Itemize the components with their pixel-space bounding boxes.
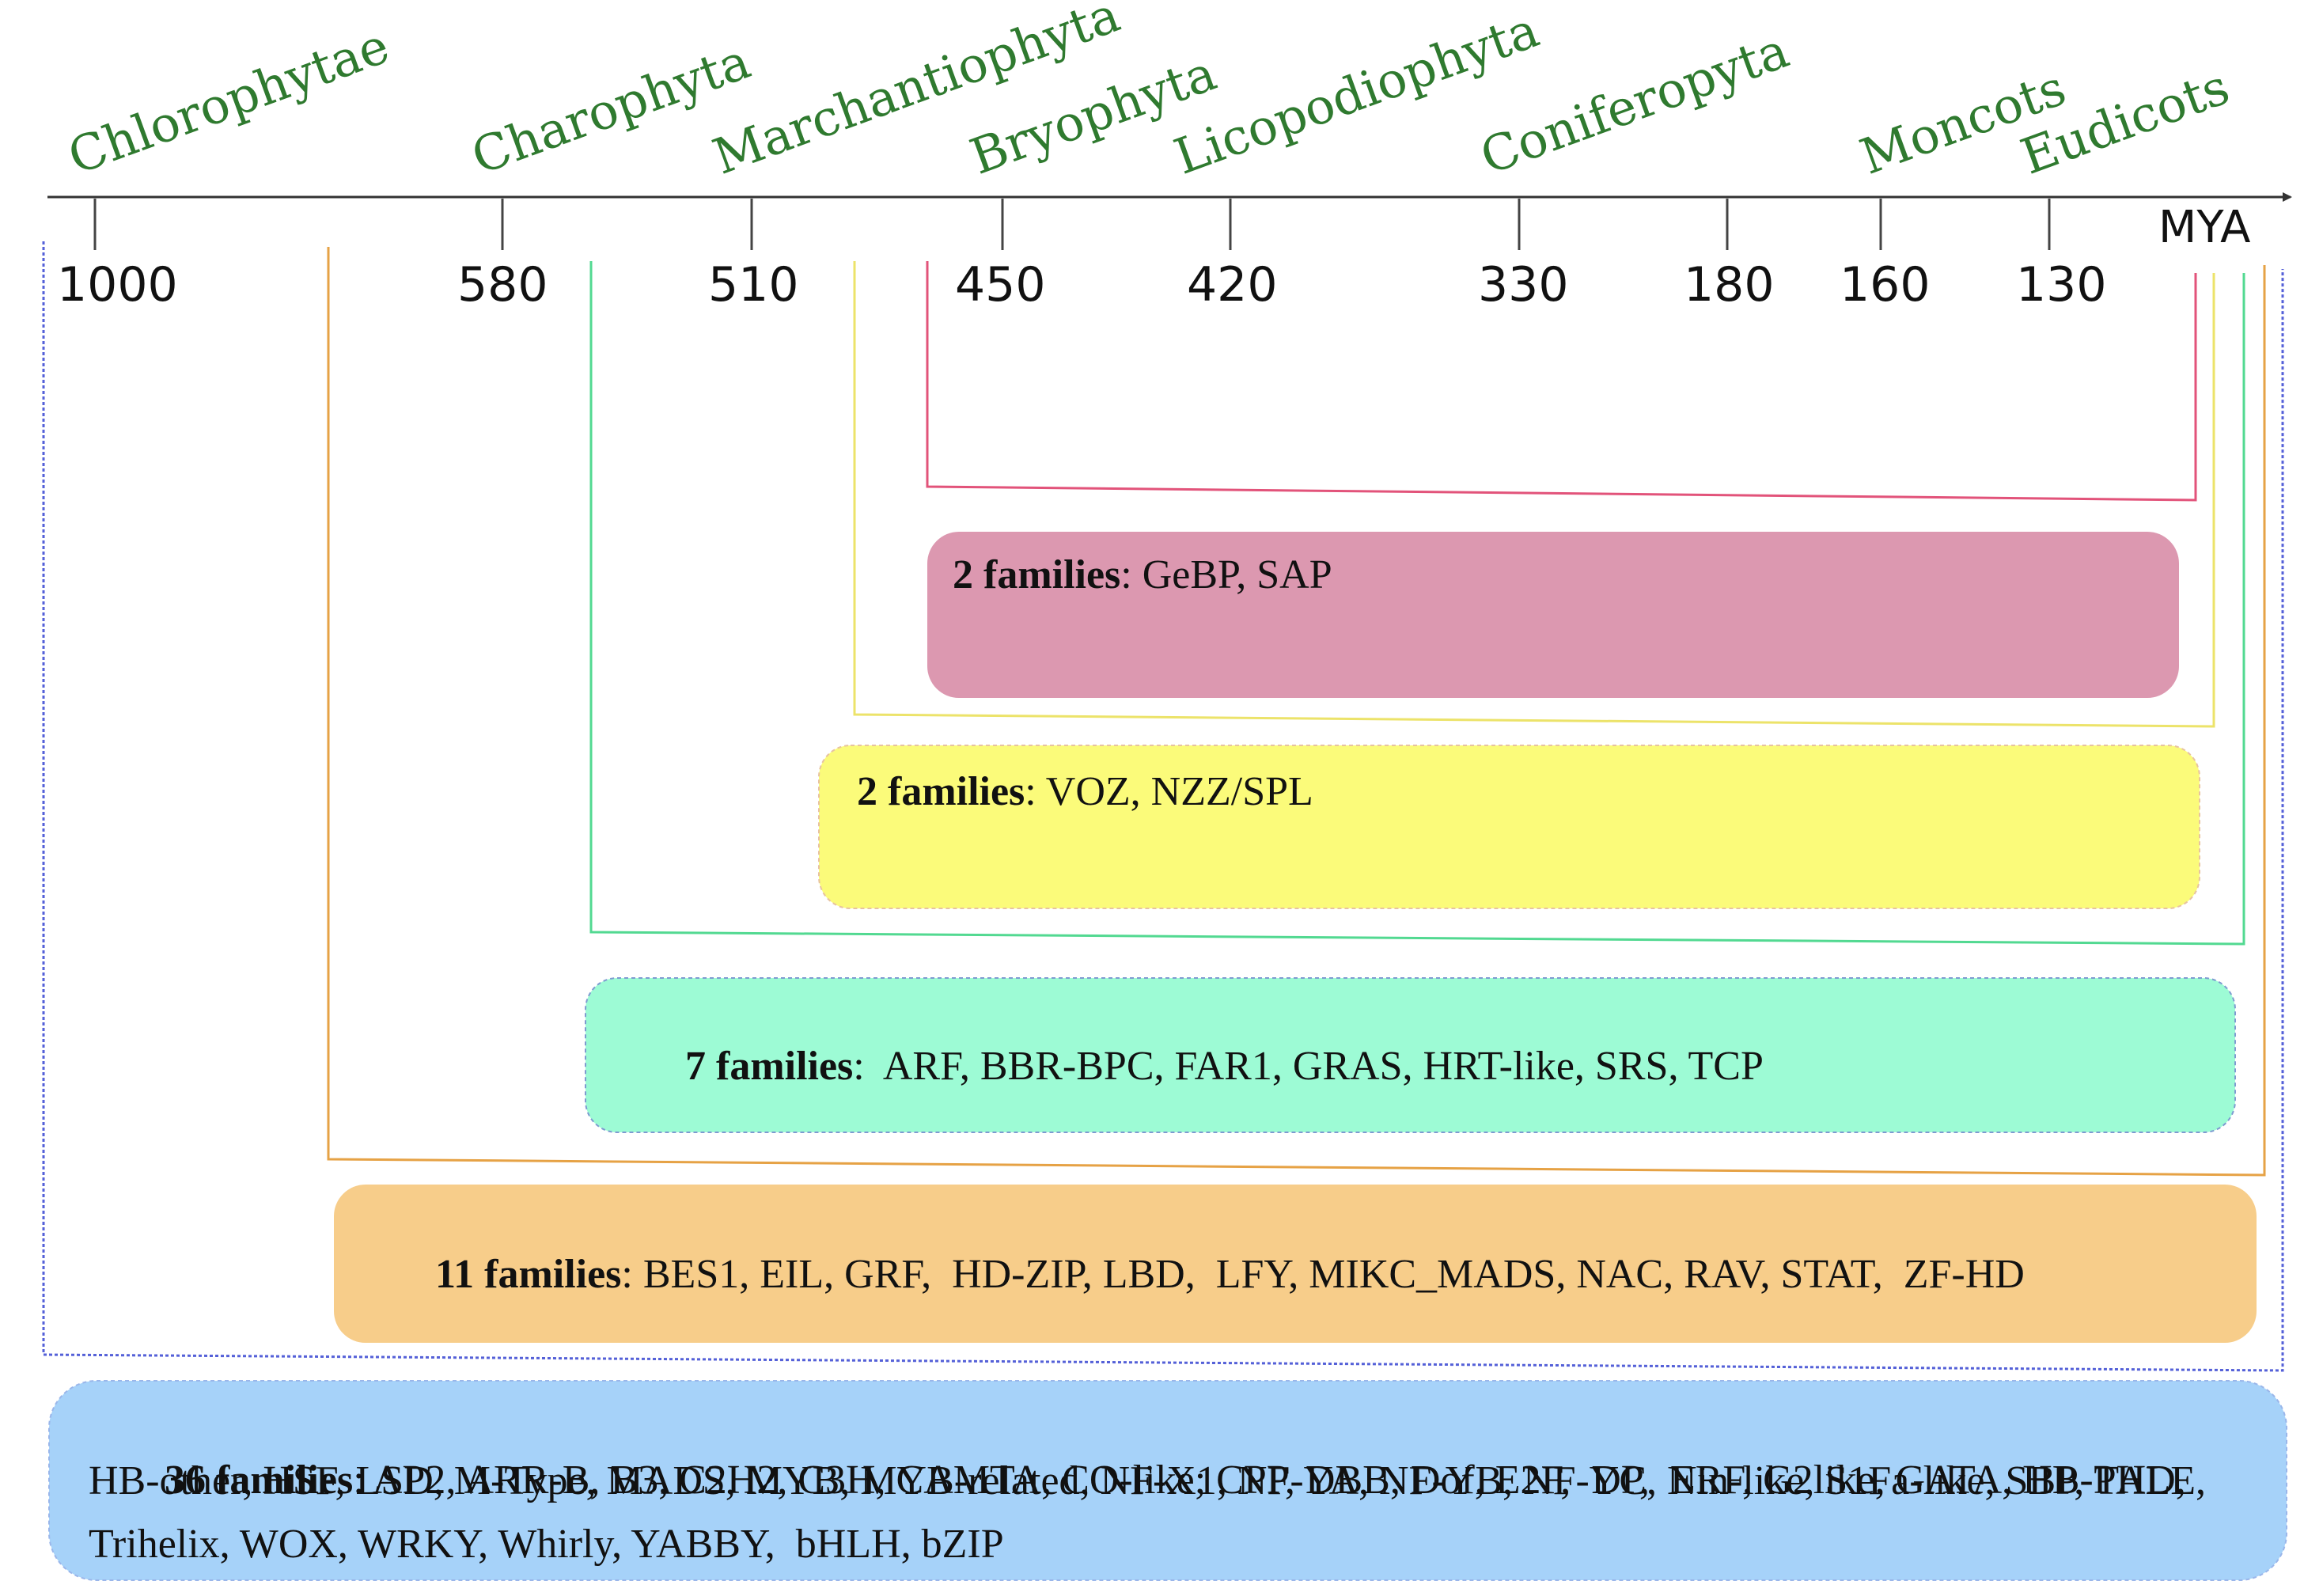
family-group-ap2: 36 families: AP2, ARR-B, B3, C2H2, C3H, … <box>49 1381 2287 1580</box>
tick-label-130: 130 <box>2016 257 2107 313</box>
tick-label-420: 420 <box>1187 257 1278 313</box>
family-count: 11 families <box>435 1252 622 1298</box>
tick-label-510: 510 <box>708 257 799 313</box>
family-count: 36 families <box>165 1458 354 1503</box>
bracket-pink <box>926 261 2197 502</box>
tick-label-180: 180 <box>1684 257 1775 313</box>
family-group-arf: 7 families: ARF, BBR-BPC, FAR1, GRAS, HR… <box>585 978 2235 1132</box>
tick-label-330: 330 <box>1478 257 1569 313</box>
bracket-orange <box>327 247 2266 1177</box>
bracket-green <box>589 261 2245 946</box>
axis-ticks <box>93 199 2051 250</box>
family-list: : VOZ, NZZ/SPL <box>1025 769 1313 814</box>
family-list: : ARF, BBR-BPC, FAR1, GRAS, HRT-like, SR… <box>853 1044 1764 1090</box>
family-count: 2 families <box>857 769 1025 814</box>
family-list: : BES1, EIL, GRF, HD-ZIP, LBD, LFY, MIKC… <box>621 1252 2025 1298</box>
family-group-bes1: 11 families: BES1, EIL, GRF, HD-ZIP, LBD… <box>334 1185 2257 1343</box>
tick-label-1000: 1000 <box>57 257 178 313</box>
family-count: 2 families <box>953 552 1121 597</box>
family-group-gebp: 2 families: GeBP, SAP <box>927 532 2179 698</box>
box-bes1-bg <box>334 1185 2257 1343</box>
tick-label-580: 580 <box>457 257 548 313</box>
box-voz-bg <box>818 745 2200 909</box>
family-list-line-3: Trihelix, WOX, WRKY, Whirly, YABBY, bHLH… <box>89 1522 1004 1567</box>
tick-label-450: 450 <box>955 257 1046 313</box>
family-list-line-2: HB-other, HSF, LSD, M-Type, MADS, MYB, M… <box>89 1458 2207 1503</box>
box-arf-bg <box>585 977 2236 1133</box>
family-list: : GeBP, SAP <box>1120 552 1332 597</box>
box-ap2-bg <box>48 1380 2287 1581</box>
bracket-blue <box>42 241 2284 1372</box>
box-gebp-bg <box>927 532 2179 698</box>
bracket-yellow <box>853 261 2215 728</box>
family-list: : AP2, ARR-B, B3, C2H2, C3H, CAMTA, CO-l… <box>353 1458 2186 1503</box>
tick-label-160: 160 <box>1840 257 1931 313</box>
axis-unit-label: MYA <box>2158 202 2251 253</box>
family-group-voz: 2 families: VOZ, NZZ/SPL <box>819 745 2200 908</box>
family-count: 7 families <box>685 1044 854 1090</box>
